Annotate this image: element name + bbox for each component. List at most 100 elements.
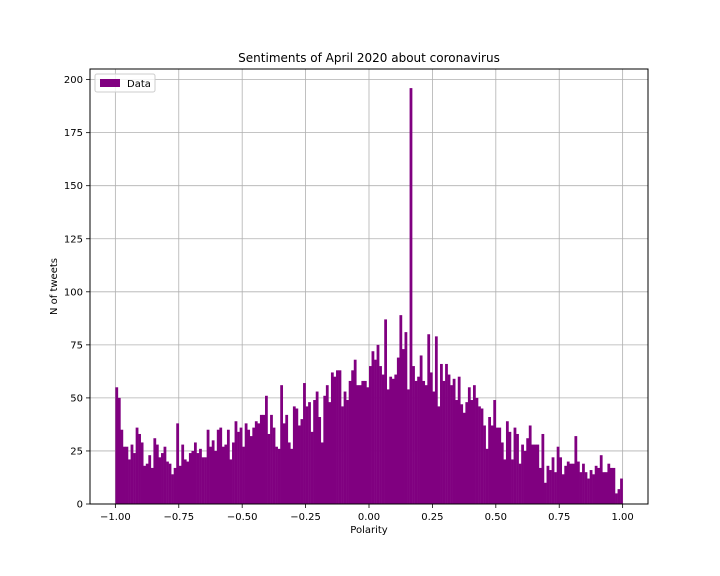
histogram-bar (325, 385, 329, 504)
histogram-bar (292, 406, 296, 504)
histogram-bar (376, 344, 380, 504)
histogram-bar (612, 467, 616, 504)
histogram-bar (122, 446, 126, 504)
legend-box (94, 73, 156, 93)
histogram-bar (353, 359, 357, 504)
histogram-bar (221, 446, 225, 504)
histogram-bar (201, 457, 205, 504)
histogram-bar (450, 385, 453, 504)
histogram-bar (117, 397, 121, 504)
histogram-bar (297, 425, 301, 504)
histogram-bar (386, 389, 390, 504)
histogram-bar (396, 357, 400, 504)
histogram-bar (173, 467, 177, 504)
histogram-bar (242, 446, 245, 504)
histogram-bar (196, 453, 200, 504)
histogram-bar (445, 363, 448, 504)
histogram-bar (257, 423, 261, 504)
histogram-bar (148, 455, 152, 504)
histogram-bar (495, 427, 499, 504)
histogram-bar (145, 463, 149, 504)
histogram-bar (513, 427, 517, 504)
histogram-bar (158, 457, 162, 504)
histogram-bar (336, 370, 339, 504)
histogram-bar (315, 391, 319, 504)
histogram-bar (140, 442, 144, 504)
histogram-bar (300, 419, 304, 504)
histogram-bar (229, 459, 233, 504)
histogram-bar (125, 446, 129, 504)
histogram-bar (483, 425, 486, 504)
histogram-bar (254, 421, 258, 504)
histogram-bar (333, 376, 337, 504)
histogram-bar (503, 459, 507, 504)
histogram-bar (516, 433, 519, 504)
x-tick-label: −0.25 (290, 512, 321, 523)
histogram-bar (120, 429, 124, 504)
histogram-bar (561, 474, 565, 504)
histogram-bar (391, 378, 395, 504)
histogram-bar (295, 408, 299, 504)
histogram-bar (419, 355, 423, 504)
histogram-bar (384, 319, 388, 504)
histogram-bar (462, 412, 466, 504)
histogram-bar (318, 417, 322, 504)
histogram-bar (523, 450, 527, 504)
histogram-bar (488, 417, 491, 504)
histogram-bar (252, 427, 256, 504)
histogram-bar (211, 440, 215, 504)
histogram-bar (239, 427, 243, 504)
histogram-bar (226, 429, 230, 504)
histogram-bar (374, 359, 377, 504)
histogram-bar (193, 442, 197, 504)
histogram-bar (505, 421, 509, 504)
histogram-bar (214, 450, 218, 504)
y-tick-label: 150 (64, 181, 83, 192)
y-axis-ticks: 0 25 50 75 100 125 150 175 200 (64, 75, 90, 511)
histogram-bar (571, 463, 575, 504)
legend-label: Data (127, 79, 151, 90)
histogram-bar (551, 457, 555, 504)
histogram-bar (168, 463, 172, 504)
histogram-bar (290, 448, 294, 504)
histogram-bar (343, 391, 347, 504)
histogram-bar (346, 400, 349, 504)
histogram-bar (115, 387, 119, 504)
histogram-bar (592, 474, 595, 504)
histogram-bar (399, 315, 403, 504)
histogram-bar (308, 402, 311, 504)
histogram-bar (249, 436, 253, 504)
histogram-bar (178, 465, 182, 504)
histogram-bar (394, 374, 398, 504)
histogram-bar (460, 404, 464, 504)
histogram-bar (437, 406, 441, 504)
histogram-bars (115, 88, 623, 504)
y-tick-label: 50 (70, 393, 83, 404)
histogram-bar (341, 406, 344, 504)
histogram-bar (135, 427, 139, 504)
histogram-bar (485, 448, 489, 504)
histogram-bar (285, 414, 289, 504)
y-tick-label: 100 (64, 287, 83, 298)
histogram-bar (287, 442, 291, 504)
histogram-bar (432, 391, 436, 504)
histogram-bar (183, 459, 187, 504)
histogram-bar (358, 385, 362, 504)
histogram-bar (452, 378, 456, 504)
histogram-bar (422, 380, 426, 504)
histogram-bar (244, 423, 248, 504)
histogram-bar (414, 380, 418, 504)
histogram-bar (541, 433, 545, 504)
histogram-bar (493, 400, 497, 504)
histogram-bar (272, 427, 276, 504)
histogram-bar (305, 406, 309, 504)
histogram-bar (163, 446, 167, 504)
histogram-bar (526, 438, 530, 504)
histogram-bar (237, 431, 240, 504)
histogram-bar (138, 433, 141, 504)
histogram-bar (457, 376, 461, 504)
histogram-bar (363, 380, 367, 504)
histogram-bar (521, 444, 524, 504)
x-tick-label: −0.75 (163, 512, 194, 523)
